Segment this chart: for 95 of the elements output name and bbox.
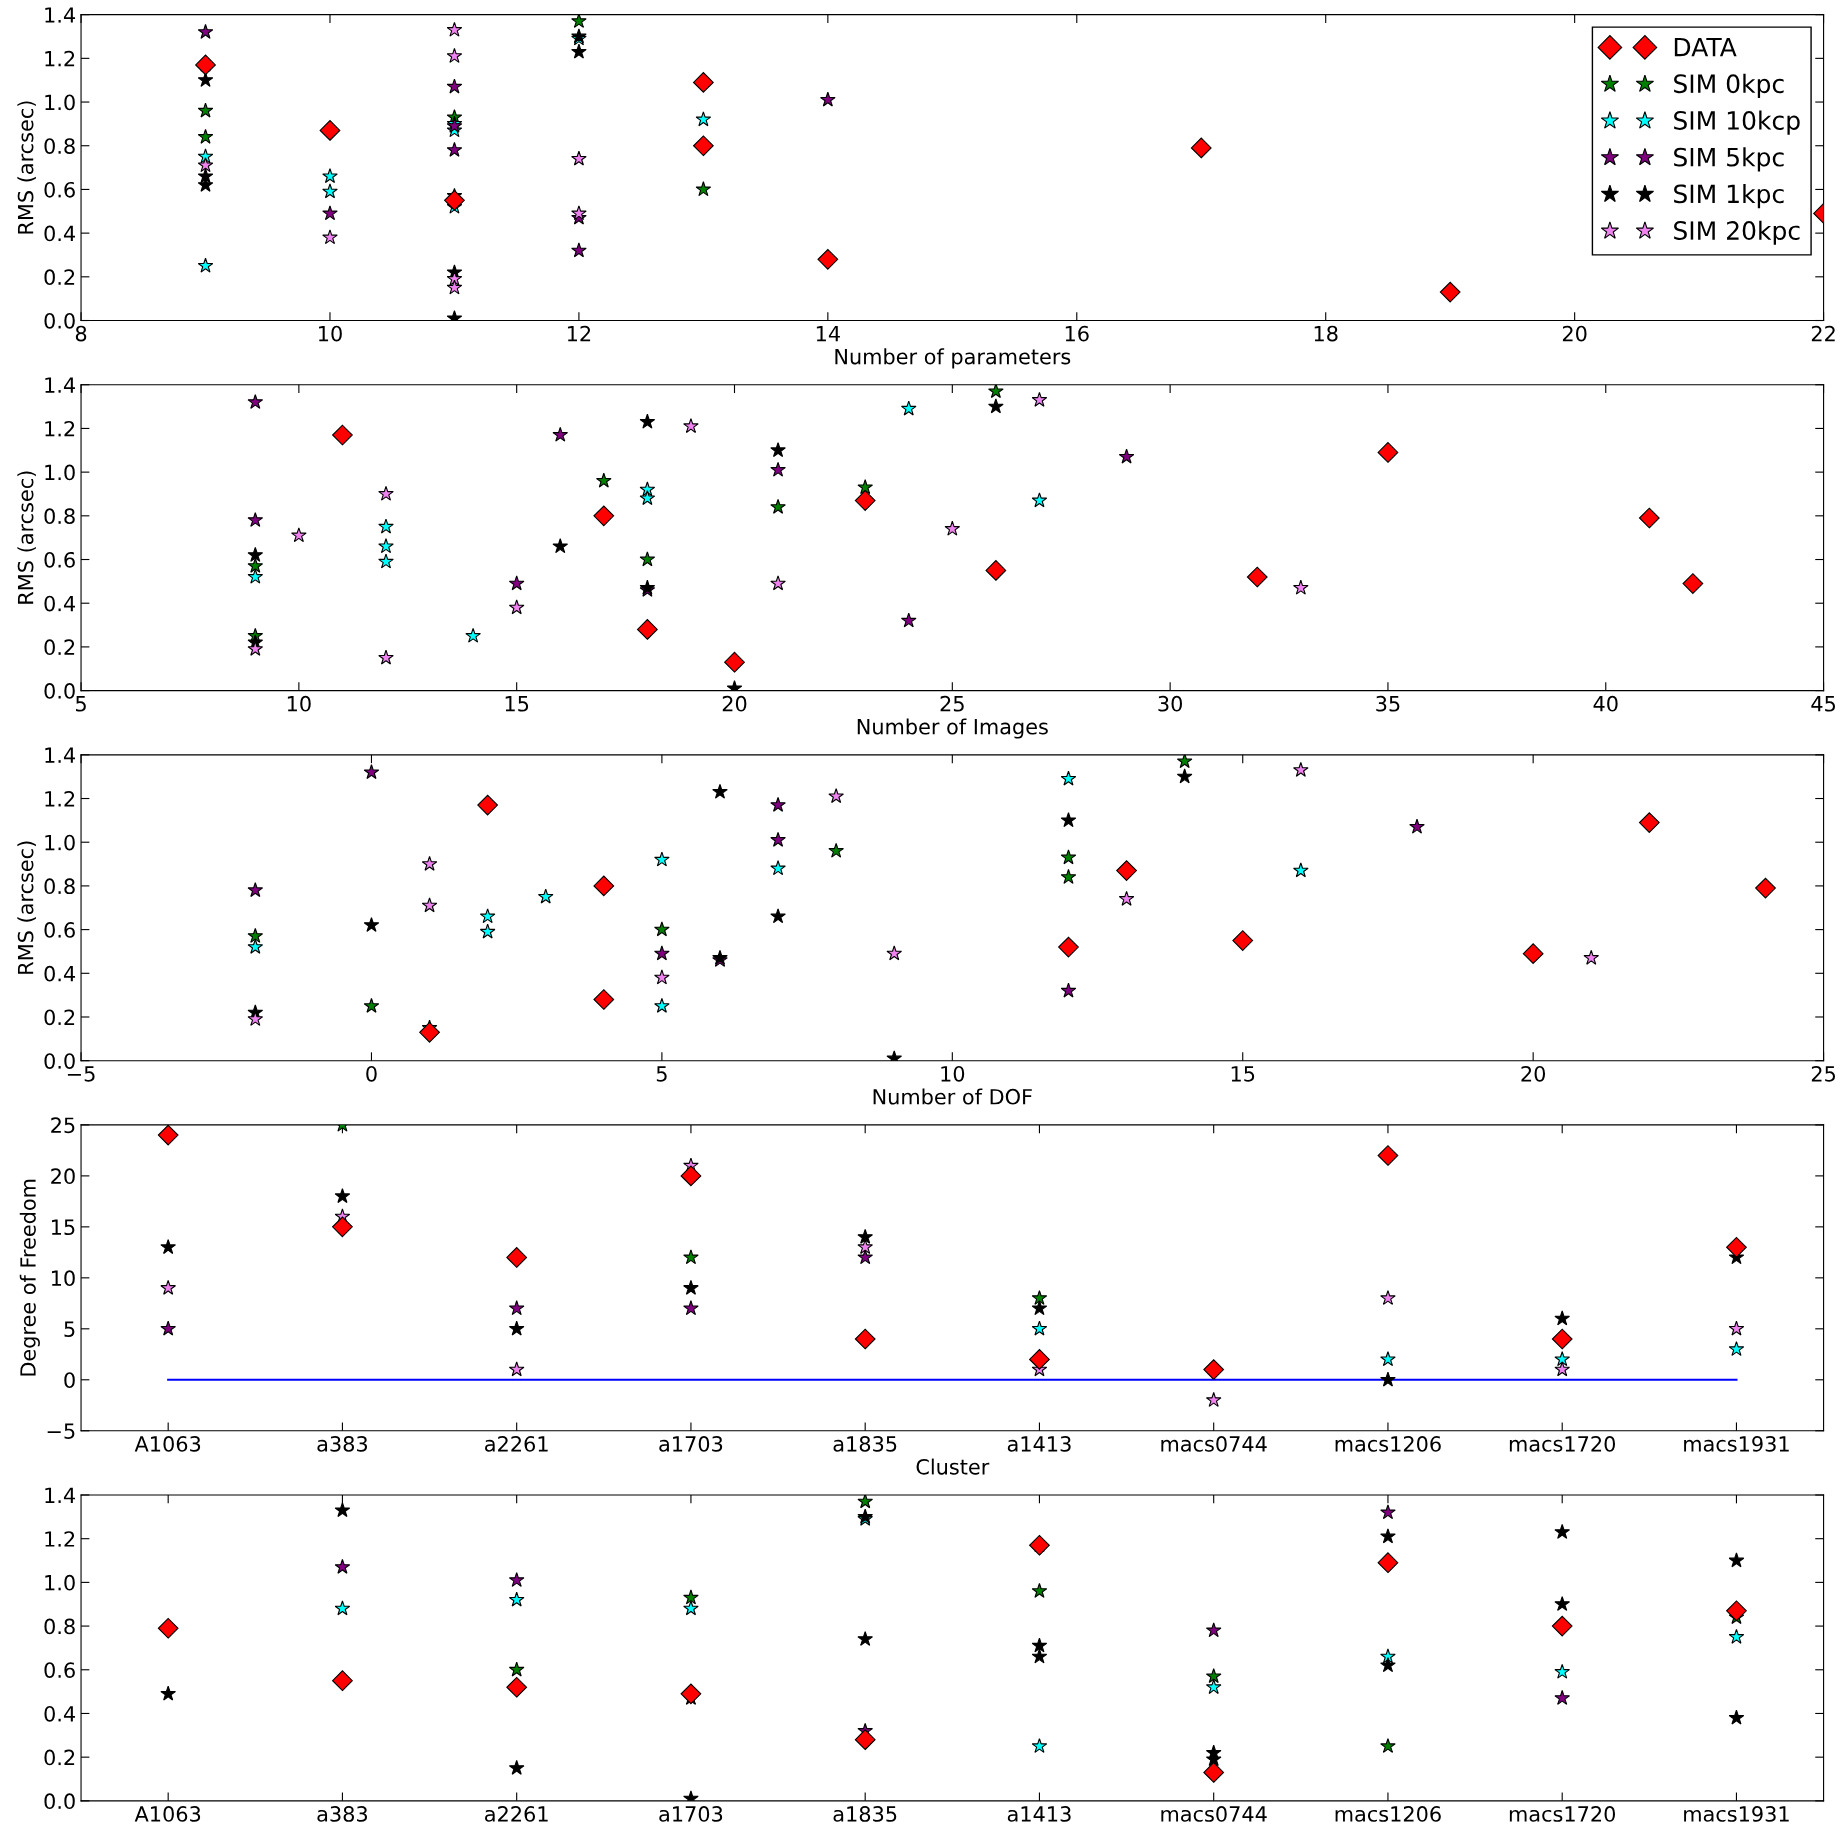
y-tick-label: 0.8 [44,508,75,525]
legend-label: SIM 10kcp [1674,110,1800,135]
x-tick-label: 14 [816,326,840,342]
x-tick-label: 20 [722,695,747,712]
y-tick-label: 0.8 [44,1618,75,1635]
y-tick-label: 0.0 [44,312,75,329]
x-tick-label: a1413 [1007,1806,1071,1822]
x-tick-label: 22 [1811,325,1835,342]
y-tick-label: 1.0 [45,94,75,111]
x-tick-label: a1835 [833,1436,897,1452]
x-tick-label: 30 [1158,695,1182,712]
x-tick-label: macs1931 [1684,1436,1789,1452]
x-axis-title: Cluster [916,1458,990,1475]
y-tick-label: 5 [64,1321,75,1338]
x-tick-label: 25 [1811,1065,1836,1082]
x-tick-label: 5 [656,1066,667,1082]
x-tick-label: macs1206 [1335,1436,1441,1452]
y-axis-title: RMS (arcsec) [17,841,36,974]
y-tick-label: 1.0 [45,464,75,481]
x-tick-label: 8 [75,325,87,342]
x-tick-label: 45 [1811,696,1836,712]
y-tick-label: 10 [51,1270,75,1287]
x-tick-label: macs1720 [1509,1436,1616,1452]
legend-label: SIM 0kpc [1674,73,1784,99]
y-tick-label: 15 [51,1219,75,1236]
y-tick-label: 0.2 [44,269,75,286]
x-tick-label: 20 [1562,325,1587,342]
x-tick-label: macs1931 [1684,1806,1789,1822]
y-tick-label: 20 [51,1168,75,1185]
x-tick-label: macs1720 [1509,1806,1616,1822]
x-tick-label: macs0744 [1161,1806,1267,1822]
x-tick-label: a383 [317,1436,368,1452]
x-tick-label: 35 [1376,695,1400,712]
legend-label: SIM 1kpc [1674,183,1784,209]
y-tick-label: 0.4 [44,965,76,982]
x-tick-label: 16 [1065,325,1089,342]
x-tick-label: 0 [366,1065,377,1082]
legend-label: SIM 5kpc [1674,147,1784,172]
y-tick-label: 0.4 [44,595,76,612]
y-axis-title: RMS (arcsec) [17,101,36,234]
y-tick-label: 25 [51,1117,75,1134]
x-axis-title: Number of DOF [873,1088,1032,1105]
y-tick-label: 0.6 [44,1662,75,1678]
x-tick-label: a2261 [485,1806,548,1822]
x-tick-label: 10 [319,325,342,342]
y-tick-label: 0.4 [44,1705,76,1722]
y-tick-label: 0.6 [44,181,75,198]
y-tick-label: 1.2 [45,790,75,807]
x-tick-label: 40 [1593,695,1618,712]
x-tick-label: 15 [1231,1066,1255,1082]
x-axis-title: Number of Images [857,718,1048,739]
x-tick-label: macs1206 [1335,1806,1441,1822]
y-tick-label: 0.4 [44,225,76,242]
y-tick-label: 1.0 [45,834,75,851]
y-tick-label: 0 [64,1372,75,1389]
x-tick-label: macs0744 [1161,1436,1267,1452]
y-tick-label: 1.0 [45,1574,75,1591]
y-tick-label: 0.2 [44,639,75,656]
y-tick-label: 0.8 [44,138,75,154]
x-tick-label: 10 [287,695,311,712]
x-tick-label: a1703 [659,1436,723,1452]
x-tick-label: a2261 [485,1436,548,1452]
y-tick-label: 1.4 [45,377,76,393]
x-tick-label: 25 [940,695,964,712]
x-tick-label: 10 [941,1065,965,1082]
y-tick-label: 0.2 [44,1749,75,1766]
x-tick-label: A1063 [134,1806,201,1822]
x-tick-label: a1835 [833,1806,897,1822]
y-tick-label: 1.4 [45,747,76,763]
x-tick-label: 15 [505,696,529,712]
legend-label: DATA [1674,37,1737,57]
y-tick-label: 0.6 [44,551,75,568]
y-tick-label: 1.4 [45,1487,76,1503]
y-tick-label: 1.2 [45,50,75,67]
x-axis-title: Number of parameters [835,348,1071,369]
y-tick-label: 0.0 [44,1793,75,1810]
y-axis-title: Degree of Freedom [19,1179,40,1376]
y-tick-label: 0.8 [44,878,75,895]
x-tick-label: a1413 [1007,1436,1071,1452]
y-axis-title: RMS (arcsec) [17,471,36,604]
y-tick-label: 1.2 [45,420,75,437]
y-tick-label: −5 [47,1423,75,1439]
x-tick-label: a383 [317,1806,368,1822]
y-tick-label: 1.2 [45,1531,75,1547]
x-tick-label: a1703 [659,1806,723,1822]
x-tick-label: 20 [1521,1065,1546,1082]
x-tick-label: 12 [567,325,591,342]
x-tick-label: 18 [1314,325,1338,342]
legend-label: SIM 20kpc [1674,220,1800,245]
x-tick-label: A1063 [134,1436,201,1452]
y-tick-label: 0.0 [44,683,75,699]
y-tick-label: 1.4 [45,7,76,23]
x-tick-label: 5 [76,696,86,712]
y-tick-label: 0.2 [44,1009,75,1026]
y-tick-label: 0.6 [44,922,75,938]
